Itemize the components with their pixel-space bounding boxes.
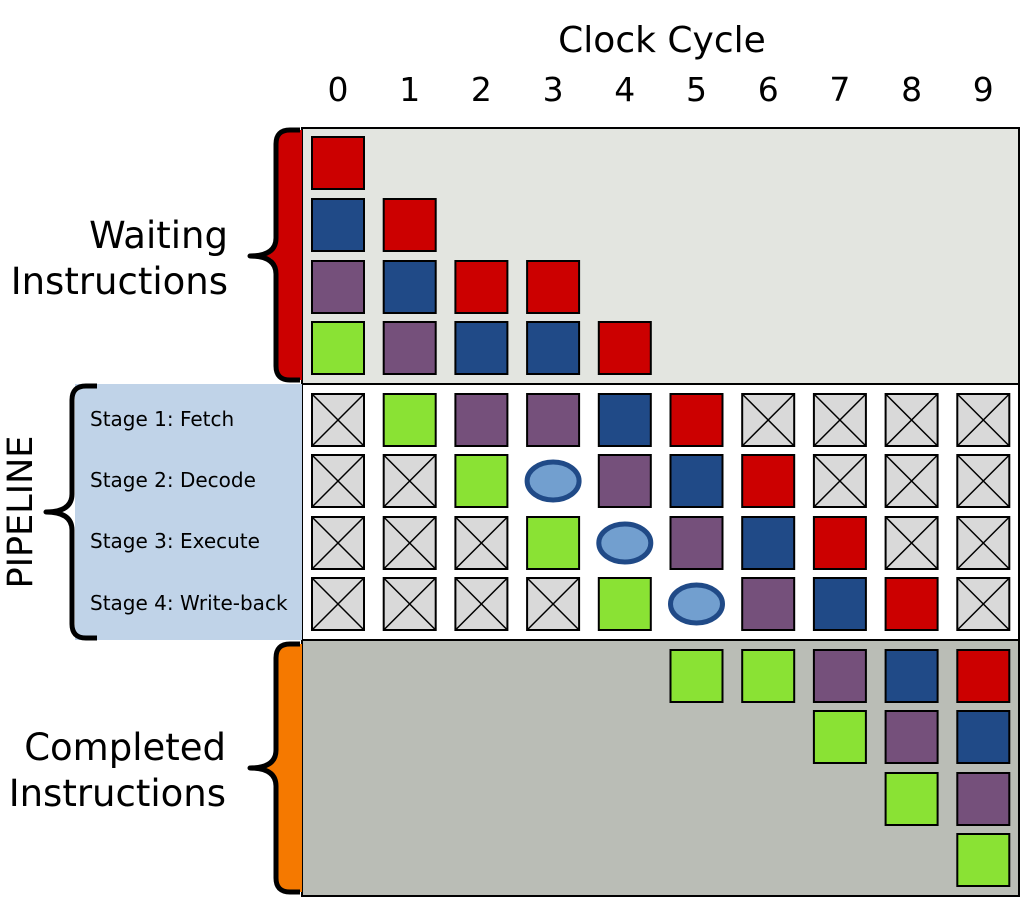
waiting-instruction	[526, 321, 581, 375]
waiting-instruction	[311, 260, 365, 314]
completed-instruction	[956, 649, 1011, 703]
waiting-instruction	[454, 321, 509, 375]
waiting-instruction	[382, 260, 437, 314]
pipeline-bubble-icon	[524, 459, 582, 503]
cycle-label: 3	[543, 70, 564, 109]
pipeline-bubble-icon	[668, 582, 725, 626]
empty-slot-icon	[884, 393, 939, 447]
cycle-label: 0	[328, 70, 349, 109]
empty-slot-icon	[741, 393, 796, 447]
waiting-brace-fill	[262, 130, 302, 380]
empty-slot-icon	[526, 577, 581, 631]
completed-instruction	[884, 710, 939, 764]
empty-slot-icon	[956, 577, 1011, 631]
completed-instruction	[956, 710, 1011, 764]
waiting-instruction	[382, 321, 437, 375]
completed-label-line1: Completed	[24, 726, 226, 769]
empty-slot-icon	[454, 516, 509, 570]
waiting-brace-icon	[247, 127, 300, 383]
pipeline-instruction	[454, 454, 509, 508]
empty-slot-icon	[812, 454, 867, 508]
completed-instruction	[956, 833, 1011, 887]
completed-label-line2: Instructions	[9, 772, 226, 815]
cycle-label: 9	[973, 70, 994, 109]
empty-slot-icon	[812, 393, 867, 447]
stage-label-writeback: Stage 4: Write-back	[90, 591, 288, 615]
pipeline-bubble-icon	[596, 521, 654, 565]
empty-slot-icon	[382, 577, 437, 631]
waiting-instruction	[526, 260, 581, 314]
empty-slot-icon	[956, 393, 1011, 447]
empty-slot-icon	[311, 393, 365, 447]
pipeline-instruction	[526, 393, 581, 447]
pipeline-instruction	[741, 454, 796, 508]
pipeline-instruction	[741, 516, 796, 570]
pipeline-instruction	[597, 577, 652, 631]
cycle-label: 6	[758, 70, 779, 109]
empty-slot-icon	[311, 577, 365, 631]
waiting-instruction	[454, 260, 509, 314]
waiting-instruction	[382, 198, 437, 252]
empty-slot-icon	[382, 516, 437, 570]
cycle-label: 1	[399, 70, 420, 109]
empty-slot-icon	[311, 516, 365, 570]
completed-instruction	[812, 649, 867, 703]
cycle-label: 5	[686, 70, 707, 109]
pipeline-instruction	[812, 577, 867, 631]
empty-slot-icon	[884, 516, 939, 570]
completed-instruction	[884, 772, 939, 826]
empty-slot-icon	[956, 454, 1011, 508]
pipeline-instruction	[669, 393, 724, 447]
waiting-label-line2: Instructions	[11, 260, 228, 303]
cycle-label: 7	[829, 70, 850, 109]
waiting-instruction	[311, 136, 365, 190]
waiting-label-line1: Waiting	[89, 214, 228, 257]
completed-instruction	[956, 772, 1011, 826]
empty-slot-icon	[884, 454, 939, 508]
completed-instruction	[741, 649, 796, 703]
empty-slot-icon	[382, 454, 437, 508]
completed-brace-fill	[262, 644, 302, 892]
pipeline-label: PIPELINE	[1, 436, 41, 589]
stage-label-decode: Stage 2: Decode	[90, 468, 256, 492]
stage-label-execute: Stage 3: Execute	[90, 529, 260, 553]
empty-slot-icon	[956, 516, 1011, 570]
completed-instruction	[669, 649, 724, 703]
cycle-number-row: 0 1 2 3 4 5 6 7 8 9	[328, 70, 994, 109]
pipeline-instruction	[741, 577, 796, 631]
stage-label-fetch: Stage 1: Fetch	[90, 407, 234, 431]
pipeline-instruction	[597, 393, 652, 447]
pipeline-instruction	[526, 516, 581, 570]
empty-slot-icon	[454, 577, 509, 631]
pipeline-instruction	[597, 454, 652, 508]
pipeline-brace-icon	[43, 383, 97, 641]
empty-slot-icon	[311, 454, 365, 508]
clock-cycle-title: Clock Cycle	[558, 20, 766, 61]
instruction-cells	[311, 136, 1011, 887]
waiting-instruction	[311, 198, 365, 252]
pipeline-instruction	[669, 516, 724, 570]
pipeline-instruction	[669, 454, 724, 508]
cycle-label: 8	[901, 70, 922, 109]
completed-instruction	[812, 710, 867, 764]
pipeline-instruction	[884, 577, 939, 631]
stage-label-panel	[75, 384, 302, 640]
completed-instruction	[884, 649, 939, 703]
pipeline-instruction	[382, 393, 437, 447]
cycle-label: 2	[471, 70, 492, 109]
waiting-instruction	[597, 321, 652, 375]
pipeline-instruction	[454, 393, 509, 447]
pipeline-instruction	[812, 516, 867, 570]
completed-brace-icon	[247, 641, 300, 895]
waiting-instruction	[311, 321, 365, 375]
cycle-label: 4	[614, 70, 635, 109]
